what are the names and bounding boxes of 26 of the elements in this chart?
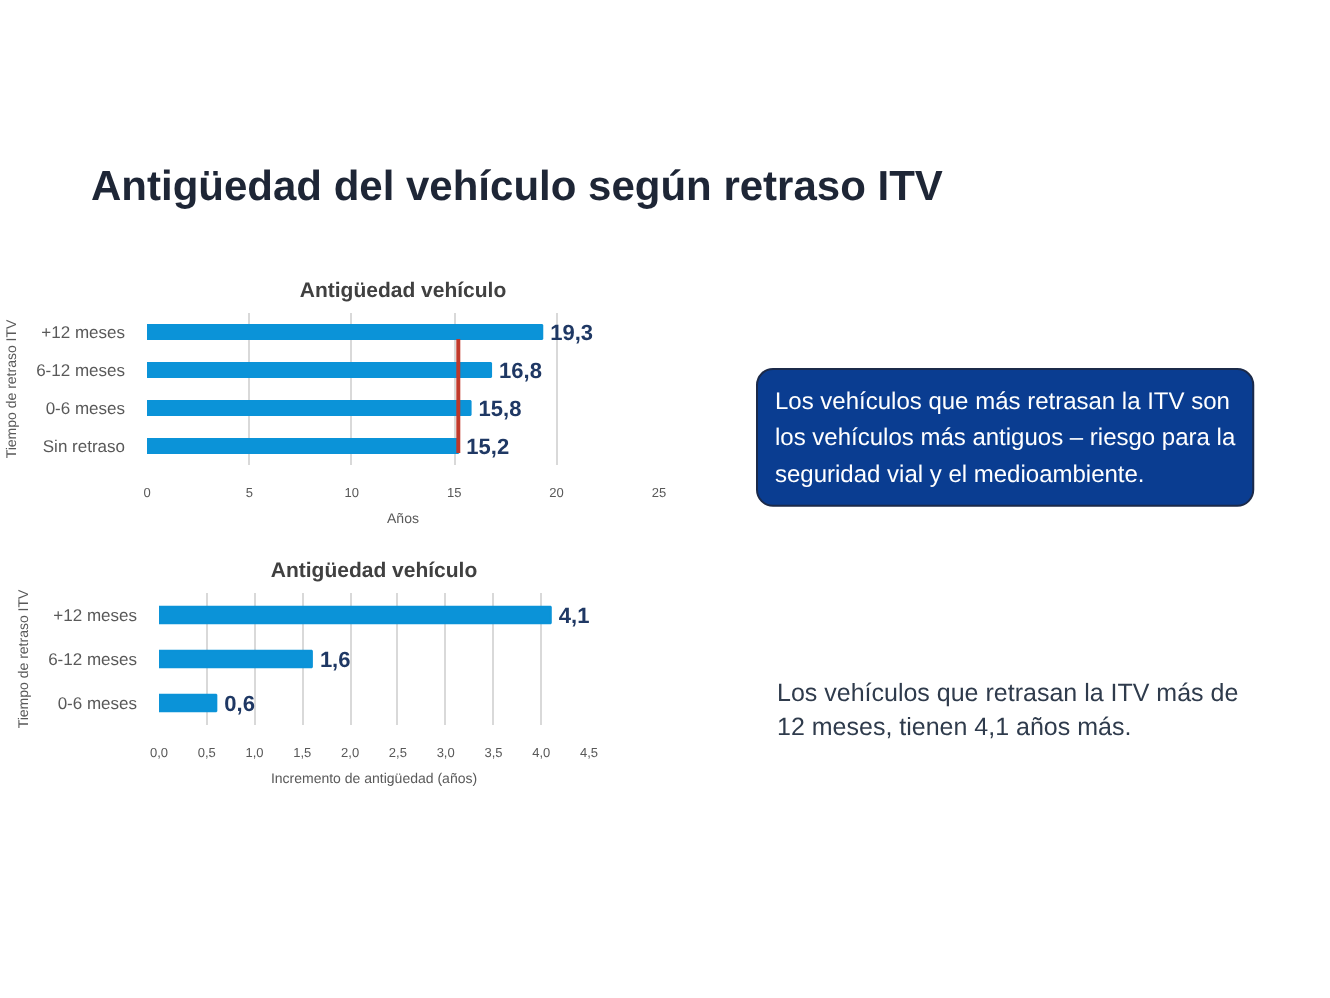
data-label: 0,6 <box>224 693 255 717</box>
data-label: 15,8 <box>478 398 522 422</box>
y-tick-label: 0-6 meses <box>45 398 126 418</box>
data-label: 4,1 <box>558 605 590 629</box>
text: Antigüedad del vehículo según retraso ITV <box>91 164 943 210</box>
y-tick-label: +12 meses <box>53 605 138 625</box>
chart-title: Antigüedad vehículo <box>270 559 478 583</box>
bar <box>147 361 493 379</box>
data-label: 1,6 <box>319 649 351 673</box>
y-tick-label: 0-6 meses <box>57 693 138 713</box>
text: Los vehículos que retrasan la ITV más de 12 meses, tienen 4,1 años más. <box>777 679 1239 741</box>
bar <box>159 649 313 669</box>
chart-title: Antigüedad vehículo <box>299 279 507 303</box>
y-tick-label: 6-12 meses <box>36 360 126 380</box>
y-tick-label: +12 meses <box>41 322 126 342</box>
bar <box>159 605 552 625</box>
bar <box>159 693 218 713</box>
data-label: 16,8 <box>499 360 542 384</box>
y-tick-label: Sin retraso <box>42 436 126 456</box>
bar <box>147 323 544 341</box>
text: Los vehículos que más retrasan la ITV son los vehículos más antiguos – riesgo para la seguridad vial y el medioambiente. <box>775 387 1236 488</box>
data-label: 15,2 <box>466 436 510 460</box>
bar <box>147 399 472 417</box>
data-label: 19,3 <box>550 322 594 346</box>
bar <box>147 437 460 455</box>
y-tick-label: 6-12 meses <box>48 649 138 669</box>
